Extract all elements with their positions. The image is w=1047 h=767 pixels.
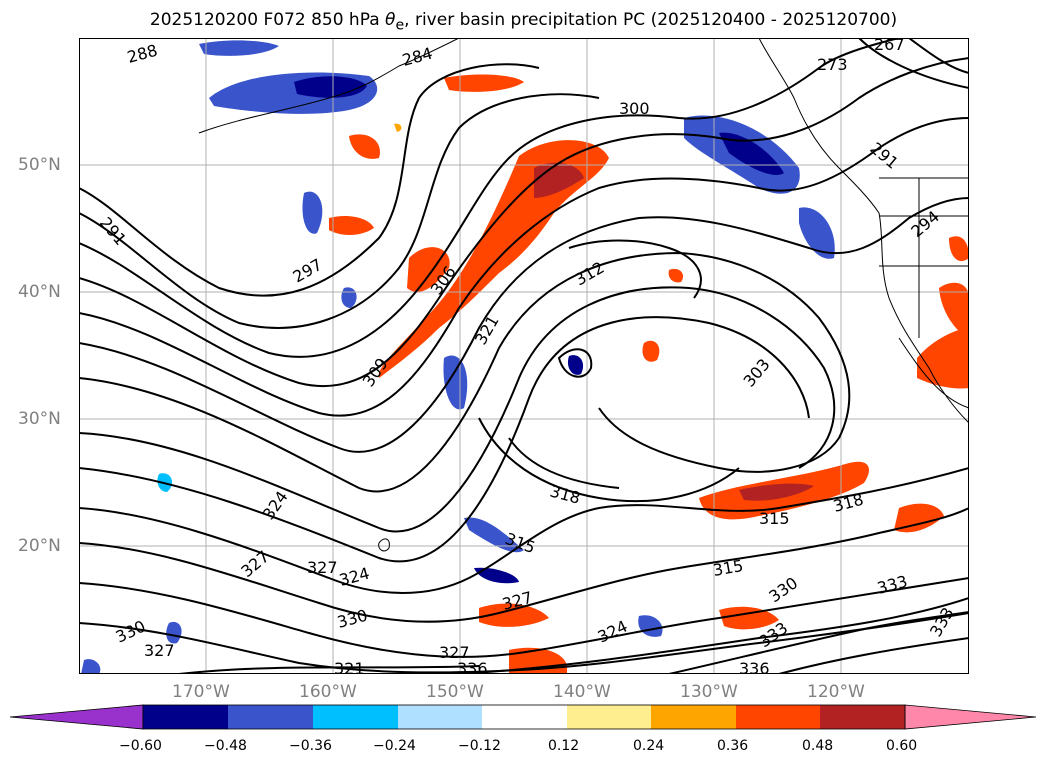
precip-pos-blob [949,236,969,262]
precip-pos-blob [917,328,969,389]
colorbar-tick: −0.36 [289,738,332,754]
lon-label: 120°W [807,682,865,702]
precip-neg-blob [443,355,468,410]
colorbar-tick: 0.12 [548,738,580,754]
lon-label: 130°W [680,682,738,702]
map-title: 2025120200 F072 850 hPa θe, river basin … [0,10,1047,33]
precip-neg-blob [166,621,182,644]
colorbar-tick: 0.36 [717,738,749,754]
contour-label: 315 [759,509,790,528]
lon-label: 140°W [553,682,611,702]
colorbar-bin [736,705,820,729]
contour-label: 267 [874,38,905,54]
colorbar-over-triangle [904,704,1037,730]
precip-neg-blob [799,207,835,259]
lat-label: 40°N [18,282,61,302]
theta-symbol: θ [385,10,396,30]
colorbar-bin [398,705,482,729]
lon-label: 170°W [172,682,230,702]
colorbar-under-triangle [10,704,144,730]
colorbar-bin [651,705,736,729]
contour-label: 327 [439,643,470,662]
contour-label: 273 [817,55,848,74]
contour-label: 327 [307,558,338,577]
colorbar-tick: −0.24 [373,738,416,754]
lon-label: 160°W [299,682,357,702]
precip-pos-blob [407,247,450,292]
lat-label: 30°N [18,409,61,429]
colorbar-bin [820,705,905,729]
colorbar-bin [567,705,651,729]
precip-neg-blob [199,40,279,56]
colorbar [10,704,1037,730]
title-prefix: 2025120200 F072 850 hPa [149,10,386,30]
colorbar-tick: 0.60 [886,738,918,754]
lat-label: 20°N [18,536,61,556]
colorbar-bin [143,705,228,729]
contour-label: 327 [144,641,175,660]
precip-strong-neg-blob [719,132,784,176]
precip-weak-pos-blob [394,123,402,132]
precip-pos-blob [719,606,779,630]
colorbar-tick: 0.48 [802,738,834,754]
precip-pos-blob [329,216,374,235]
precip-neg-blob [81,659,101,674]
precip-shading [81,40,969,674]
theta-e-contours [79,38,969,674]
theta-subscript: e [395,17,405,34]
coastlines [198,38,969,552]
precip-pos-blob [668,268,684,283]
contour-label: 336 [457,659,488,674]
precip-strong-pos-blob [739,483,814,501]
precip-pos-blob [349,134,380,159]
precip-neg-blob [464,517,524,553]
colorbar-bin [313,705,398,729]
precip-strong-neg-blob [567,355,584,375]
precip-strong-neg-blob [474,567,519,584]
contour-label: 336 [739,659,770,674]
colorbar-tick: −0.48 [204,738,247,754]
precip-pos-blob [444,74,524,92]
colorbar-tick: −0.12 [458,738,501,754]
lat-label: 50°N [18,155,61,175]
precip-strong-neg-blob [294,76,367,98]
precip-pos-blob [479,603,549,627]
lon-label: 150°W [426,682,484,702]
precip-pos-blob [939,282,969,338]
colorbar-tick: −0.60 [119,738,162,754]
title-suffix: , river basin precipitation PC (20251204… [404,10,898,30]
contour-label: 300 [619,99,650,118]
precip-pos-blob [378,140,609,378]
colorbar-bin [228,705,313,729]
precip-neg-blob [302,191,323,234]
colorbar-bin [482,705,567,729]
precip-neg-blob [341,287,357,308]
colorbar-tick: 0.24 [633,738,665,754]
contour-label: 321 [334,659,365,674]
precip-pos-blob [894,503,944,533]
map-panel: 288 284 300 267 273 291 291 294 297 306 … [79,38,969,674]
precip-pos-blob [642,340,660,362]
